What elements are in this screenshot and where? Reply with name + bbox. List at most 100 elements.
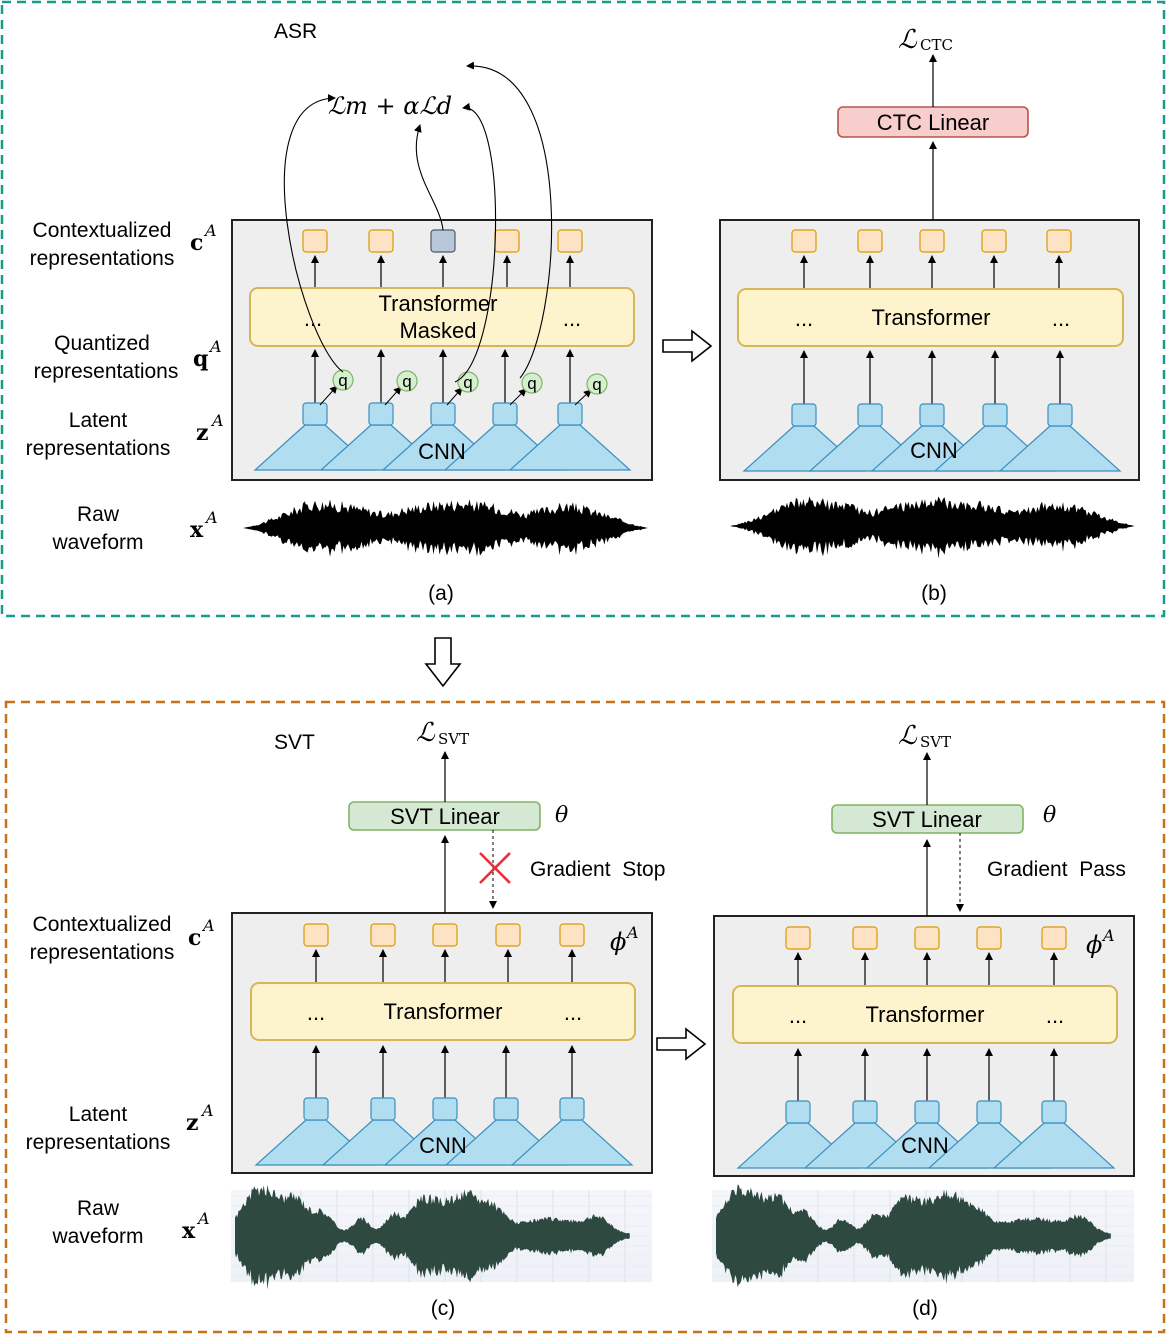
symbol-z-sup: A xyxy=(210,411,224,430)
quantizer-label: q xyxy=(463,373,472,392)
quantizer-arrow xyxy=(319,385,338,406)
transformer-c xyxy=(250,982,636,1041)
svt-symbol-x: x xyxy=(182,1218,196,1244)
transformer-d-label: Transformer xyxy=(866,1002,985,1027)
quantizer-label: q xyxy=(592,375,601,394)
latent-square xyxy=(791,403,817,427)
row-label-contextualized-2: representations xyxy=(30,247,175,270)
dots-b-right: ... xyxy=(1052,306,1070,331)
waveform-shape xyxy=(243,499,648,557)
latent-square xyxy=(432,1097,458,1121)
panel-c-cnn xyxy=(254,1045,634,1166)
panel-a-loss-arcs xyxy=(283,61,553,383)
svt-row-label-raw-2: waveform xyxy=(51,1225,143,1248)
dots-d-right: ... xyxy=(1046,1003,1064,1028)
loss-arc xyxy=(413,124,444,231)
row-label-raw-2: waveform xyxy=(51,531,143,554)
svt-linear-label-c: SVT Linear xyxy=(390,804,500,829)
latent-square xyxy=(785,1100,811,1124)
loss-svt-d: ℒ xyxy=(898,721,918,751)
latent-square xyxy=(976,1100,1002,1124)
phi-d: ϕ xyxy=(1086,931,1102,959)
quantizer-arrow xyxy=(509,388,527,406)
symbol-c-sup: A xyxy=(203,221,217,240)
panel-c-context-tokens xyxy=(303,923,585,983)
loss-arc xyxy=(283,94,344,373)
context-token xyxy=(857,229,883,253)
svt-row-label-contextualized-2: representations xyxy=(30,941,175,964)
quantizer-label: q xyxy=(338,371,347,390)
context-token xyxy=(557,229,583,253)
loss-a: ℒm + αℒd xyxy=(328,92,452,120)
latent-square xyxy=(559,1097,585,1121)
cnn-b-label: CNN xyxy=(910,438,958,463)
waveform-shape xyxy=(716,1184,1111,1288)
latent-square xyxy=(370,1097,396,1121)
context-token xyxy=(1041,926,1067,950)
quantizer-arrow xyxy=(574,389,592,406)
row-label-quantized: Quantized xyxy=(54,332,150,355)
latent-square xyxy=(914,1100,940,1124)
panel-d-cnn xyxy=(736,1048,1116,1169)
cnn-d-label: CNN xyxy=(901,1133,949,1158)
latent-square xyxy=(852,1100,878,1124)
svt-symbol-z-sup: A xyxy=(200,1101,214,1120)
transformer-b xyxy=(737,288,1124,347)
arrow-c-to-d xyxy=(656,1027,707,1061)
svt-symbol-c: c xyxy=(188,925,201,951)
row-label-raw: Raw xyxy=(77,503,120,526)
latent-square xyxy=(302,402,328,426)
symbol-q: q xyxy=(193,346,208,372)
loss-svt-d-sub: SVT xyxy=(920,733,951,751)
theta-c: θ xyxy=(555,803,568,828)
row-label-contextualized: Contextualized xyxy=(33,219,172,242)
loss-ctc: ℒ xyxy=(898,25,918,55)
svt-symbol-z: z xyxy=(186,1110,199,1136)
latent-square xyxy=(919,403,945,427)
quantizer-arrow xyxy=(446,387,463,406)
panel-b-context-tokens xyxy=(791,229,1072,289)
latent-square xyxy=(430,402,456,426)
row-label-latent: Latent xyxy=(69,409,128,432)
cnn-a-label: CNN xyxy=(418,439,466,464)
dots-d-left: ... xyxy=(789,1003,807,1028)
cnn-c-label: CNN xyxy=(419,1133,467,1158)
latent-square xyxy=(982,403,1008,427)
dots-a-left: ... xyxy=(304,306,322,331)
dots-a-right: ... xyxy=(563,306,581,331)
panel-d-context-tokens xyxy=(785,926,1067,986)
symbol-x-sup: A xyxy=(204,508,218,527)
phi-c-sup: A xyxy=(625,923,639,942)
context-token xyxy=(432,923,458,947)
context-token xyxy=(981,229,1007,253)
svt-symbol-x-sup: A xyxy=(196,1209,210,1228)
gradient-stop-label: Gradient Stop xyxy=(530,858,665,881)
latent-square xyxy=(1047,403,1073,427)
caption-c: (c) xyxy=(431,1297,456,1320)
phi-d-sup: A xyxy=(1101,926,1115,945)
row-label-latent-2: representations xyxy=(26,437,171,460)
context-token xyxy=(919,229,945,253)
waveform-shape xyxy=(235,1184,630,1290)
panel-a: Transformer Masked ... ... CNN q q q q q ℒm … xyxy=(231,61,653,605)
context-token xyxy=(976,926,1002,950)
panel-c: Transformer ... ... CNN ϕ A SVT Linear θ… xyxy=(231,718,665,1320)
loss-ctc-sub: CTC xyxy=(920,36,953,54)
svt-row-label-latent: Latent xyxy=(69,1103,128,1126)
quantizer-node xyxy=(521,372,543,394)
caption-a: (a) xyxy=(428,582,454,605)
asr-title: ASR xyxy=(274,20,317,43)
transformer-c-label: Transformer xyxy=(384,999,503,1024)
context-token xyxy=(914,926,940,950)
phi-c: ϕ xyxy=(610,928,626,956)
transformer-b-label: Transformer xyxy=(872,305,991,330)
waveform-shape xyxy=(730,496,1135,559)
waveform-a xyxy=(243,499,648,557)
latent-square xyxy=(493,1097,519,1121)
symbol-c: c xyxy=(190,230,203,256)
context-token xyxy=(852,926,878,950)
arrow-a-to-b xyxy=(662,329,713,363)
panel-d: Transformer ... ... CNN ϕ A SVT Linear θ… xyxy=(713,721,1135,1320)
